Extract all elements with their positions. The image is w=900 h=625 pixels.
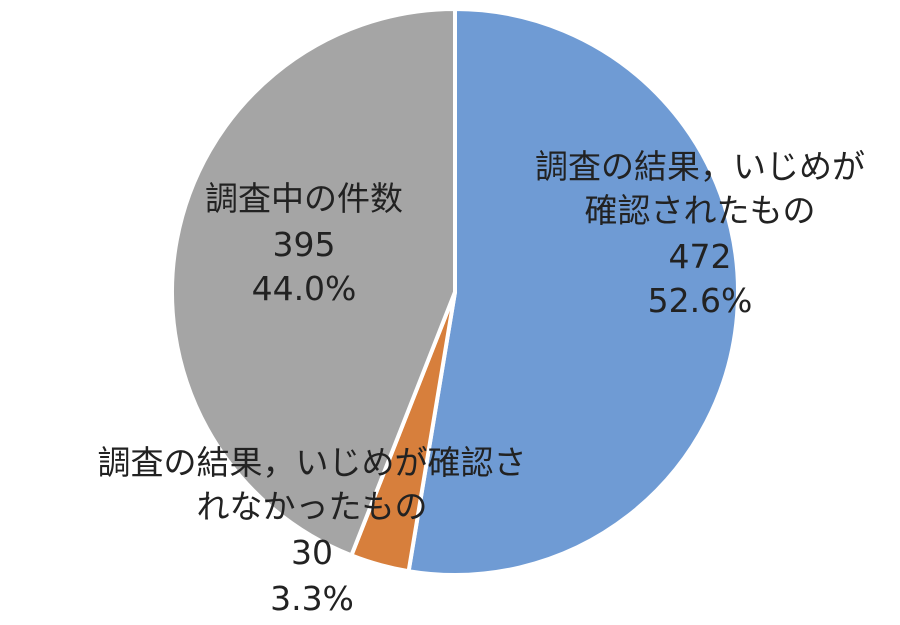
value-label: 395: [273, 225, 336, 264]
label-confirmed: 調査の結果，いじめが 確認されたもの 472 52.6%: [535, 147, 865, 320]
percent-label: 52.6%: [648, 281, 753, 320]
value-label: 30: [291, 533, 333, 572]
value-label: 472: [669, 237, 732, 276]
label-line: れなかったもの: [197, 487, 428, 526]
label-line: 調査の結果，いじめが: [535, 147, 865, 186]
label-line: 確認されたもの: [585, 191, 816, 230]
slice-confirmed: [406, 7, 740, 577]
label-line: 調査中の件数: [205, 179, 403, 218]
label-not-confirmed: 調査の結果，いじめが確認さ れなかったもの 30 3.3%: [98, 443, 527, 618]
percent-label: 3.3%: [270, 579, 354, 618]
label-line: 調査の結果，いじめが確認さ: [98, 443, 527, 482]
slice-under-investigation: [170, 7, 457, 558]
percent-label: 44.0%: [252, 269, 357, 308]
label-under-investigation: 調査中の件数 395 44.0%: [205, 179, 403, 308]
